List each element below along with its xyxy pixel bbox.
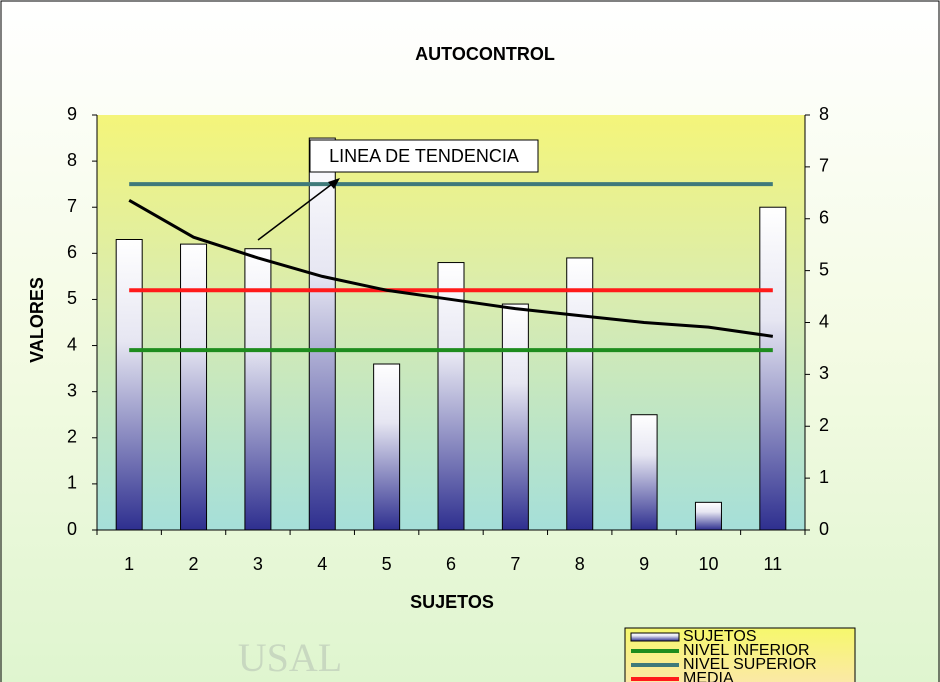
y-tick-label: 0 — [67, 519, 77, 539]
x-tick-label: 5 — [382, 554, 392, 574]
bar — [567, 258, 593, 530]
x-tick-label: 4 — [317, 554, 327, 574]
bar — [309, 138, 335, 530]
y-tick-label: 7 — [67, 196, 77, 216]
bar — [116, 240, 142, 531]
y2-tick-label: 5 — [819, 259, 829, 279]
y-tick-label: 9 — [67, 104, 77, 124]
chart: AUTOCONTROL SUJETOS VALORES USAL 0 1 2 3 4 5 6… — [0, 0, 940, 682]
y2-tick-label: 4 — [819, 311, 829, 331]
y-tick-label: 2 — [67, 427, 77, 447]
y-tick-label: 5 — [67, 288, 77, 308]
y2-tick-label: 1 — [819, 467, 829, 487]
bar — [695, 502, 721, 530]
x-tick-label: 11 — [763, 554, 782, 574]
y2-tick-label: 6 — [819, 208, 829, 228]
annotation-text: LINEA DE TENDENCIA — [329, 146, 519, 166]
x-tick-label: 3 — [253, 554, 263, 574]
watermark: USAL — [238, 635, 342, 680]
y-tick-label: 3 — [67, 380, 77, 400]
x-tick-label: 6 — [446, 554, 456, 574]
y2-tick-label: 7 — [819, 156, 829, 176]
bar — [438, 263, 464, 530]
bar — [631, 415, 657, 530]
chart-title: AUTOCONTROL — [415, 44, 555, 64]
bar — [181, 244, 207, 530]
x-tick-label: 10 — [698, 554, 718, 574]
bar — [374, 364, 400, 530]
x-tick-label: 9 — [639, 554, 649, 574]
x-tick-label: 1 — [124, 554, 134, 574]
bar — [760, 207, 786, 530]
x-axis-label: SUJETOS — [410, 592, 494, 612]
y-tick-label: 4 — [67, 334, 77, 354]
y2-tick-label: 3 — [819, 363, 829, 383]
y-tick-label: 8 — [67, 150, 77, 170]
y2-tick-label: 8 — [819, 104, 829, 124]
bar — [502, 304, 528, 530]
y2-tick-label: 2 — [819, 415, 829, 435]
x-tick-label: 8 — [575, 554, 585, 574]
y2-tick-label: 0 — [819, 519, 829, 539]
y-tick-label: 1 — [67, 473, 77, 493]
legend-label: MEDIA — [683, 670, 734, 682]
x-tick-label: 2 — [189, 554, 199, 574]
y-axis-label: VALORES — [27, 277, 47, 363]
legend-swatch — [631, 633, 679, 641]
x-tick-label: 7 — [510, 554, 520, 574]
y-tick-label: 6 — [67, 242, 77, 262]
